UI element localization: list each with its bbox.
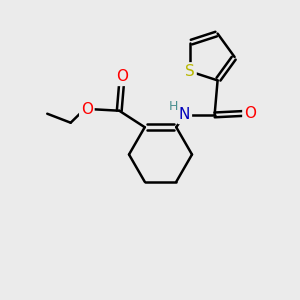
Text: O: O [81,102,93,117]
Text: H: H [169,100,178,113]
Text: N: N [179,107,190,122]
Text: O: O [244,106,256,121]
Text: O: O [116,69,128,84]
Text: S: S [185,64,195,79]
